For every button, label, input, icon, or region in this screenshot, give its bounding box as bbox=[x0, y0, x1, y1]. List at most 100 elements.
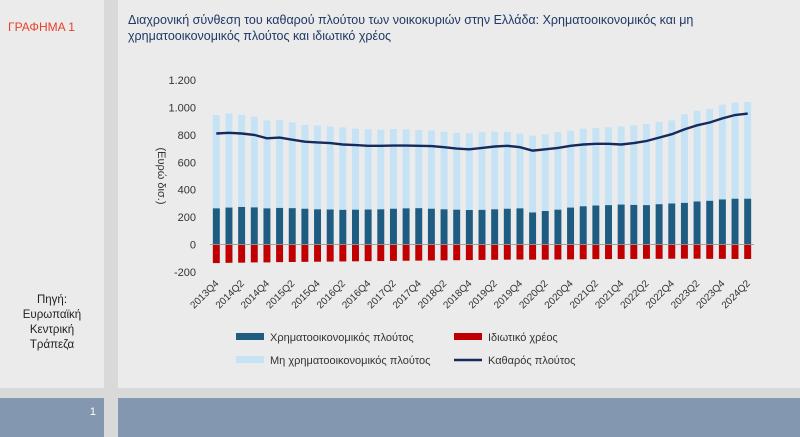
bar-financial-wealth bbox=[541, 210, 549, 245]
bar-nonfinancial-wealth bbox=[680, 114, 688, 203]
bar-nonfinancial-wealth bbox=[491, 131, 499, 210]
bar-private-debt bbox=[718, 244, 726, 259]
bar-nonfinancial-wealth bbox=[238, 114, 246, 207]
bar-private-debt bbox=[744, 244, 752, 259]
bar-financial-wealth bbox=[288, 208, 296, 245]
bar-financial-wealth bbox=[706, 200, 714, 245]
line-net-wealth bbox=[216, 112, 748, 152]
bar-financial-wealth bbox=[731, 198, 739, 245]
bar-nonfinancial-wealth bbox=[516, 133, 524, 209]
bar-financial-wealth bbox=[263, 208, 271, 245]
bar-nonfinancial-wealth bbox=[642, 124, 650, 206]
bar-private-debt bbox=[503, 244, 511, 260]
bar-financial-wealth bbox=[554, 209, 562, 245]
figure-label: ΓΡΑΦΗΜΑ 1 bbox=[8, 20, 75, 34]
bar-private-debt bbox=[427, 244, 435, 261]
bar-nonfinancial-wealth bbox=[364, 129, 372, 210]
bar-private-debt bbox=[554, 244, 562, 260]
bar-nonfinancial-wealth bbox=[415, 129, 423, 209]
source-line: Πηγή: bbox=[36, 294, 68, 306]
y-tick-label: 200 bbox=[178, 212, 196, 224]
bar-nonfinancial-wealth bbox=[212, 114, 220, 209]
bar-financial-wealth bbox=[339, 209, 347, 245]
bar-nonfinancial-wealth bbox=[605, 127, 612, 206]
bar-financial-wealth bbox=[440, 209, 448, 245]
bar-financial-wealth bbox=[642, 205, 650, 245]
y-tick-label: 1.200 bbox=[168, 75, 196, 87]
bar-financial-wealth bbox=[718, 199, 726, 245]
page-number: 1 bbox=[89, 406, 96, 418]
bar-private-debt bbox=[592, 244, 600, 260]
bar-financial-wealth bbox=[352, 209, 359, 245]
chart-panel: Διαχρονική σύνθεση του καθαρού πλούτου τ… bbox=[118, 0, 800, 388]
bar-nonfinancial-wealth bbox=[478, 132, 486, 210]
bar-financial-wealth bbox=[238, 206, 246, 245]
bar-private-debt bbox=[668, 244, 676, 259]
bar-private-debt bbox=[541, 244, 549, 260]
bar-nonfinancial-wealth bbox=[301, 124, 309, 209]
bar-private-debt bbox=[250, 244, 258, 263]
bar-private-debt bbox=[579, 244, 587, 260]
bar-private-debt bbox=[731, 244, 739, 259]
bar-financial-wealth bbox=[478, 209, 486, 245]
y-tick-label: 1.000 bbox=[168, 102, 196, 114]
bar-financial-wealth bbox=[415, 208, 423, 245]
bar-private-debt bbox=[263, 244, 271, 263]
bar-private-debt bbox=[680, 244, 688, 259]
bar-private-debt bbox=[389, 244, 397, 261]
bar-financial-wealth bbox=[630, 204, 638, 245]
bar-private-debt bbox=[339, 244, 347, 262]
bar-nonfinancial-wealth bbox=[389, 129, 397, 209]
bar-private-debt bbox=[605, 244, 612, 260]
bar-nonfinancial-wealth bbox=[592, 128, 600, 206]
bar-financial-wealth bbox=[314, 209, 322, 245]
legend-swatch bbox=[454, 333, 482, 340]
footer-left: 1 bbox=[0, 398, 104, 437]
bar-private-debt bbox=[288, 244, 296, 262]
bar-private-debt bbox=[238, 244, 246, 263]
bar-financial-wealth bbox=[326, 209, 334, 245]
bar-nonfinancial-wealth bbox=[529, 135, 537, 213]
bar-financial-wealth bbox=[427, 208, 435, 245]
bar-private-debt bbox=[212, 244, 220, 264]
bar-financial-wealth bbox=[605, 205, 612, 245]
bar-financial-wealth bbox=[364, 209, 372, 245]
bar-nonfinancial-wealth bbox=[263, 120, 271, 209]
bar-private-debt bbox=[352, 244, 359, 262]
bar-nonfinancial-wealth bbox=[541, 134, 549, 211]
bar-nonfinancial-wealth bbox=[617, 126, 625, 205]
bar-private-debt bbox=[491, 244, 499, 260]
chart-title: Διαχρονική σύνθεση του καθαρού πλούτου τ… bbox=[128, 13, 694, 43]
bar-nonfinancial-wealth bbox=[718, 104, 726, 200]
bar-private-debt bbox=[326, 244, 334, 262]
bar-nonfinancial-wealth bbox=[503, 131, 511, 209]
bar-nonfinancial-wealth bbox=[314, 125, 322, 210]
bar-private-debt bbox=[617, 244, 625, 259]
bar-financial-wealth bbox=[276, 207, 284, 245]
bar-financial-wealth bbox=[744, 198, 752, 245]
bar-private-debt bbox=[301, 244, 309, 262]
bar-financial-wealth bbox=[453, 209, 461, 245]
bar-financial-wealth bbox=[579, 206, 587, 245]
bar-private-debt bbox=[693, 244, 701, 259]
bar-financial-wealth bbox=[503, 208, 511, 245]
bar-financial-wealth bbox=[491, 209, 499, 245]
bar-financial-wealth bbox=[465, 210, 473, 245]
bar-nonfinancial-wealth bbox=[731, 102, 739, 199]
bar-nonfinancial-wealth bbox=[326, 126, 334, 210]
bar-financial-wealth bbox=[655, 204, 663, 245]
bar-financial-wealth bbox=[402, 208, 410, 245]
bar-nonfinancial-wealth bbox=[276, 120, 284, 208]
bar-financial-wealth bbox=[225, 207, 233, 245]
legend-label: Μη χρηματοοικονομικός πλούτος bbox=[270, 355, 430, 367]
y-axis-label: (Ευρώ δισ.) bbox=[155, 148, 167, 205]
bar-nonfinancial-wealth bbox=[706, 108, 714, 201]
bar-private-debt bbox=[630, 244, 638, 259]
bar-financial-wealth bbox=[567, 207, 575, 245]
x-tick-label: 2024Q2 bbox=[720, 278, 753, 311]
source-line: Τράπεζα bbox=[29, 339, 75, 351]
source-line: Ευρωπαϊκή bbox=[22, 309, 82, 321]
bar-nonfinancial-wealth bbox=[402, 129, 410, 209]
bar-nonfinancial-wealth bbox=[668, 120, 676, 204]
bar-private-debt bbox=[453, 244, 461, 261]
